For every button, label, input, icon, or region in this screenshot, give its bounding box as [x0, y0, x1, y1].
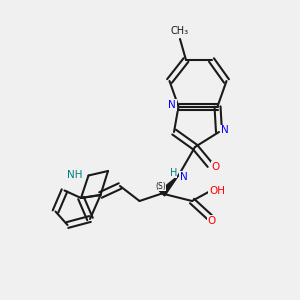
- Text: O: O: [211, 161, 220, 172]
- Text: (S): (S): [155, 182, 166, 190]
- Polygon shape: [159, 176, 178, 196]
- Text: CH₃: CH₃: [171, 26, 189, 37]
- Text: N: N: [220, 125, 228, 136]
- Text: O: O: [207, 215, 216, 226]
- Text: N: N: [168, 100, 176, 110]
- Text: OH: OH: [209, 185, 225, 196]
- Text: H: H: [169, 167, 177, 178]
- Text: N: N: [180, 172, 188, 182]
- Text: NH: NH: [67, 170, 83, 181]
